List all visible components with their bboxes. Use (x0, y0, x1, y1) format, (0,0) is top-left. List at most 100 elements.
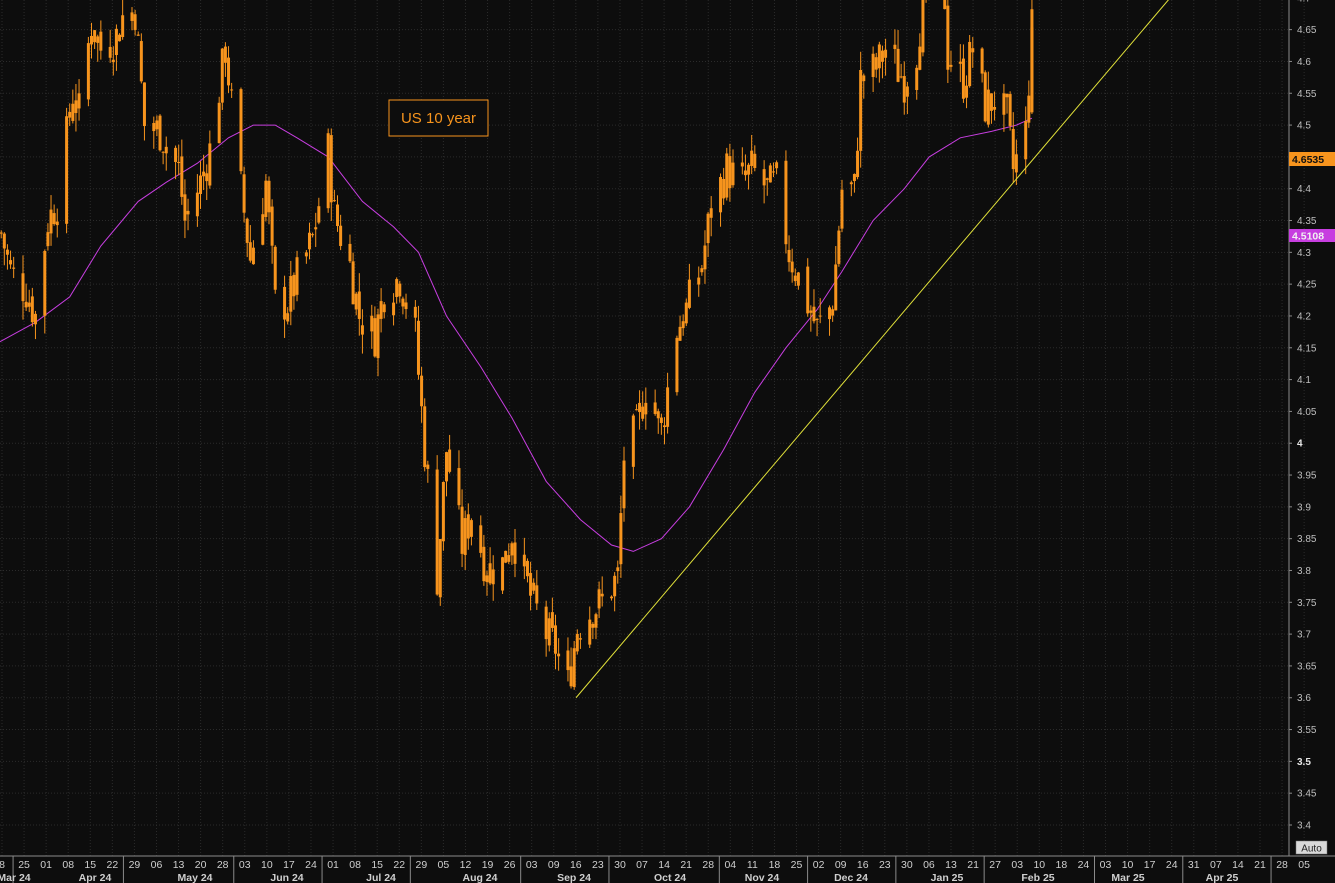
candle-body (392, 302, 396, 316)
candle-body (283, 286, 287, 320)
candle-body (24, 301, 28, 308)
candle-body (332, 200, 336, 202)
candle-body (918, 46, 922, 70)
moving-average-layer (0, 117, 1033, 552)
candle-body (93, 30, 97, 43)
candle-body (205, 173, 209, 182)
x-tick-label: 05 (1298, 859, 1310, 871)
candle-body (740, 162, 744, 167)
candle-body (155, 120, 159, 130)
candle-body (619, 513, 623, 565)
candle-body (762, 169, 766, 186)
candle-body (466, 514, 470, 539)
x-tick-label: 04 (724, 859, 736, 871)
candle-body (164, 146, 168, 154)
candle-body (837, 230, 841, 264)
x-tick-label: 30 (901, 859, 913, 871)
candle-body (398, 283, 402, 297)
candle-body (469, 520, 473, 537)
candle-body (594, 614, 598, 628)
candle-body (700, 268, 704, 273)
candle-body (416, 320, 420, 375)
candle-body (1014, 154, 1018, 173)
candle-body (862, 75, 866, 82)
candle-body (547, 618, 551, 646)
y-tick-label: 3.45 (1297, 789, 1317, 800)
y-tick-label: 4.7 (1297, 0, 1311, 4)
y-tick-label: 4.25 (1297, 280, 1317, 291)
candle-body (968, 41, 972, 87)
x-tick-label: 08 (62, 859, 74, 871)
y-tick-label: 3.85 (1297, 534, 1317, 545)
candle-body (747, 164, 751, 175)
x-tick-label: 06 (923, 859, 935, 871)
candle-body (535, 585, 539, 604)
x-tick-label: 25 (18, 859, 30, 871)
month-label: Sep 24 (557, 872, 591, 883)
candle-body (790, 261, 794, 273)
candle-body (905, 86, 909, 97)
candle-body (849, 182, 853, 185)
candle-body (12, 267, 16, 269)
candle-body (152, 123, 156, 132)
candle-body (373, 318, 377, 357)
candle-body (631, 415, 635, 467)
candle-body (339, 225, 343, 246)
candle-body (750, 150, 754, 166)
x-tick-label: 10 (1122, 859, 1134, 871)
candles-layer (0, 0, 1034, 690)
candle-body (818, 315, 822, 317)
candle-body (186, 210, 190, 215)
candle-body (768, 165, 772, 183)
candle-body (485, 575, 489, 583)
x-tick-label: 21 (1254, 859, 1266, 871)
chart-title: US 10 year (401, 110, 476, 127)
x-tick-label: 16 (570, 859, 582, 871)
candle-body (357, 291, 361, 319)
candle-body (348, 243, 352, 262)
trendline[interactable] (575, 0, 1289, 699)
candle-body (177, 162, 181, 164)
candle-body (420, 375, 424, 407)
candle-body (491, 569, 495, 585)
x-axis: 8 25 01 08 15 22 29 06 13 20 28 03 10 17 24 01 08 15 22 29 0… (0, 855, 1335, 883)
auto-scale-button[interactable]: Auto (1295, 840, 1328, 855)
candle-body (722, 178, 726, 199)
candle-body (426, 464, 430, 469)
y-tick-label: 4.5 (1297, 121, 1311, 132)
candle-body (55, 221, 59, 226)
moving-average-value: 4.5108 (1292, 231, 1324, 243)
candle-body (114, 28, 118, 56)
y-tick-label: 3.75 (1297, 598, 1317, 609)
candle-body (311, 234, 315, 236)
candle-body (943, 0, 947, 10)
candle-body (251, 247, 255, 265)
x-tick-label: 22 (393, 859, 405, 871)
candle-body (961, 58, 965, 99)
x-tick-label: 27 (989, 859, 1001, 871)
x-tick-label: 09 (548, 859, 560, 871)
candle-body (510, 543, 514, 556)
candle-body (248, 242, 252, 261)
candle-body (0, 232, 3, 234)
candle-body (831, 309, 835, 316)
candle-body (902, 76, 906, 103)
candle-body (1027, 95, 1031, 123)
y-axis: 3.4 3.45 3.5 3.55 3.6 3.65 3.7 3.75 3.8 3.85 3.9 3.… (1288, 0, 1317, 856)
candle-body (753, 153, 757, 168)
candle-body (413, 306, 417, 318)
candle-body (242, 174, 246, 213)
candle-body (108, 46, 112, 58)
candle-body (656, 411, 660, 419)
x-tick-label: 24 (1078, 859, 1090, 871)
x-tick-label: 15 (371, 859, 383, 871)
candle-body (588, 619, 592, 645)
x-tick-label: 26 (504, 859, 516, 871)
candle-body (572, 648, 576, 688)
candle-body (687, 279, 691, 308)
candle-body (482, 546, 486, 582)
chart-title-box[interactable]: US 10 year (388, 99, 489, 137)
candle-body (230, 89, 234, 91)
candle-body (52, 213, 56, 225)
x-tick-label: 01 (327, 859, 339, 871)
